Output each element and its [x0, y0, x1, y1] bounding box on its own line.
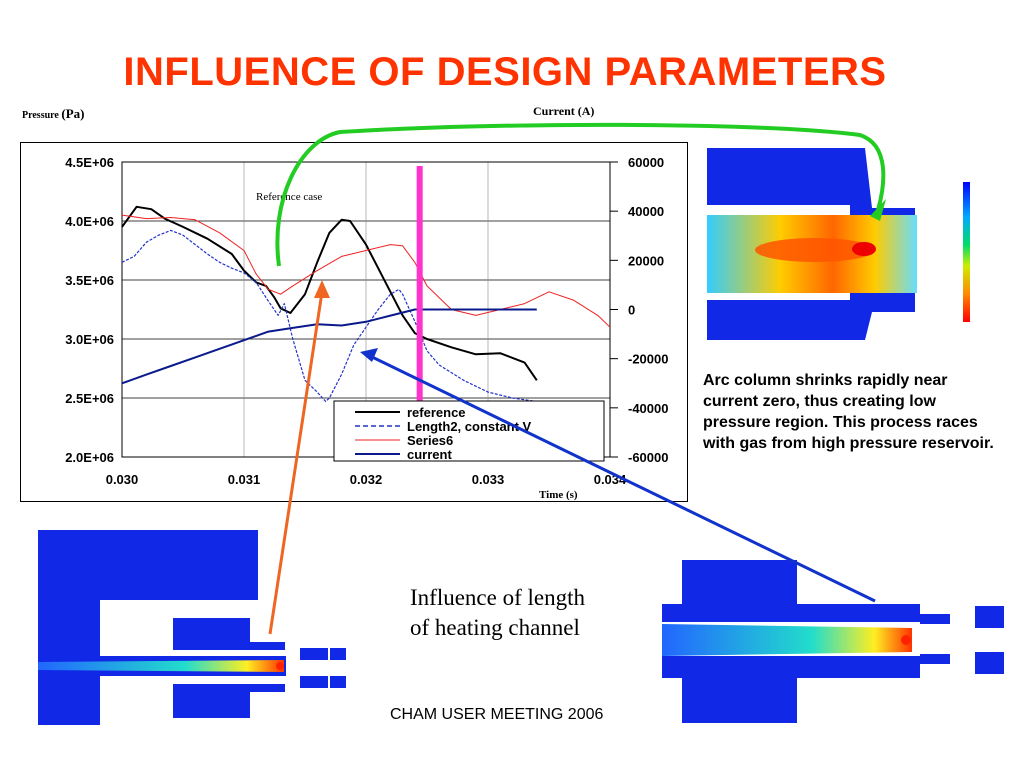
simulation-short-channel-image — [38, 530, 346, 725]
x-tick-label: 0.031 — [228, 472, 261, 487]
reference-case-annotation: Reference case — [256, 191, 322, 203]
blue-arrow-head — [360, 348, 378, 362]
outlet-tip-upper-right — [975, 606, 1004, 628]
y-right-tick-label: -40000 — [628, 401, 668, 416]
reservoir-geometry-left — [38, 530, 258, 725]
explanation-note: Arc column shrinks rapidly near current … — [703, 372, 994, 452]
arc-core-top — [755, 238, 875, 262]
series-line-length2 — [121, 229, 537, 403]
legend-label-length2: Length2, constant V — [407, 419, 532, 434]
electrode-upper-left — [173, 618, 250, 650]
nozzle-lip-upper-left — [250, 642, 285, 650]
chart-legend: reference Length2, constant V Series6 cu… — [333, 400, 605, 462]
orange-annotation-arrow — [268, 291, 324, 635]
y-left-tick-label: 3.5E+06 — [65, 273, 114, 288]
y-right-tick-label: 40000 — [628, 204, 664, 219]
outlet-block-upper-left — [300, 648, 328, 660]
simulation-long-channel-image — [662, 560, 1004, 723]
orange-arrow-head — [314, 280, 330, 298]
y-left-tick-label: 4.0E+06 — [65, 214, 114, 229]
outlet-tip-upper-left — [330, 648, 346, 660]
slide-title: INFLUENCE OF DESIGN PARAMETERS — [123, 50, 887, 94]
series-line-current — [121, 308, 537, 385]
y-right-tick-label: -20000 — [628, 352, 668, 367]
electrode-lower-left — [173, 684, 250, 718]
y-left-tick-label: 2.5E+06 — [65, 391, 114, 406]
current-axis-unit: Current (A) — [533, 104, 595, 118]
time-axis-unit: Time (s) — [539, 489, 578, 501]
nozzle-exit-gap — [917, 215, 957, 293]
arc-hot-spot-right — [901, 635, 911, 645]
vertical-marker-bar — [416, 166, 423, 404]
temperature-color-legend — [963, 182, 970, 322]
arc-column-left — [38, 660, 284, 672]
green-arrow-head — [870, 199, 886, 221]
caption-line-1: Influence of length — [410, 585, 585, 610]
outlet-block-lower-right — [920, 654, 950, 664]
y-left-tick-label: 4.5E+06 — [65, 155, 114, 170]
y-right-tick-label: 60000 — [628, 155, 664, 170]
pressure-axis-unit: Pressure (Pa) — [22, 106, 84, 122]
outlet-block-upper-right — [920, 614, 950, 624]
series-line-reference — [121, 205, 538, 381]
pressure-unit-symbol: (Pa) — [61, 106, 85, 121]
y-left-tick-label: 2.0E+06 — [65, 450, 114, 465]
channel-lower-wall-right — [662, 656, 920, 678]
nozzle-lip-lower-left — [250, 684, 285, 692]
outlet-tip-lower-right — [975, 652, 1004, 674]
reservoir-bottom-right — [682, 678, 797, 723]
outlet-tip-lower-left — [330, 676, 346, 688]
x-tick-label: 0.032 — [350, 472, 383, 487]
legend-label-current: current — [407, 447, 452, 462]
arc-hot-spot-top — [852, 242, 876, 256]
arc-hot-spot-left — [276, 662, 284, 670]
y-right-tick-label: 20000 — [628, 253, 664, 268]
x-tick-label: 0.030 — [106, 472, 139, 487]
reservoir-top-right — [682, 560, 797, 604]
x-tick-label: 0.033 — [472, 472, 505, 487]
legend-label-reference: reference — [407, 405, 466, 420]
outlet-block-lower-left — [300, 676, 328, 688]
footer-text: CHAM USER MEETING 2006 — [390, 706, 604, 723]
blue-annotation-arrow — [369, 354, 876, 603]
simulation-reference-image — [707, 148, 970, 340]
y-right-tick-label: -60000 — [628, 450, 668, 465]
legend-label-series6: Series6 — [407, 433, 453, 448]
channel-upper-wall-right — [662, 604, 920, 622]
green-annotation-arrow — [275, 122, 886, 267]
caption-line-2: of heating channel — [410, 615, 580, 640]
series-line-series6 — [121, 214, 611, 328]
y-left-tick-label: 3.0E+06 — [65, 332, 114, 347]
chart-frame — [20, 142, 688, 502]
heating-channel-caption: Influence of length of heating channel — [410, 583, 640, 643]
y-right-tick-label: 0 — [628, 303, 635, 318]
arc-column-right — [662, 624, 912, 656]
pressure-unit-word: Pressure — [22, 110, 59, 121]
